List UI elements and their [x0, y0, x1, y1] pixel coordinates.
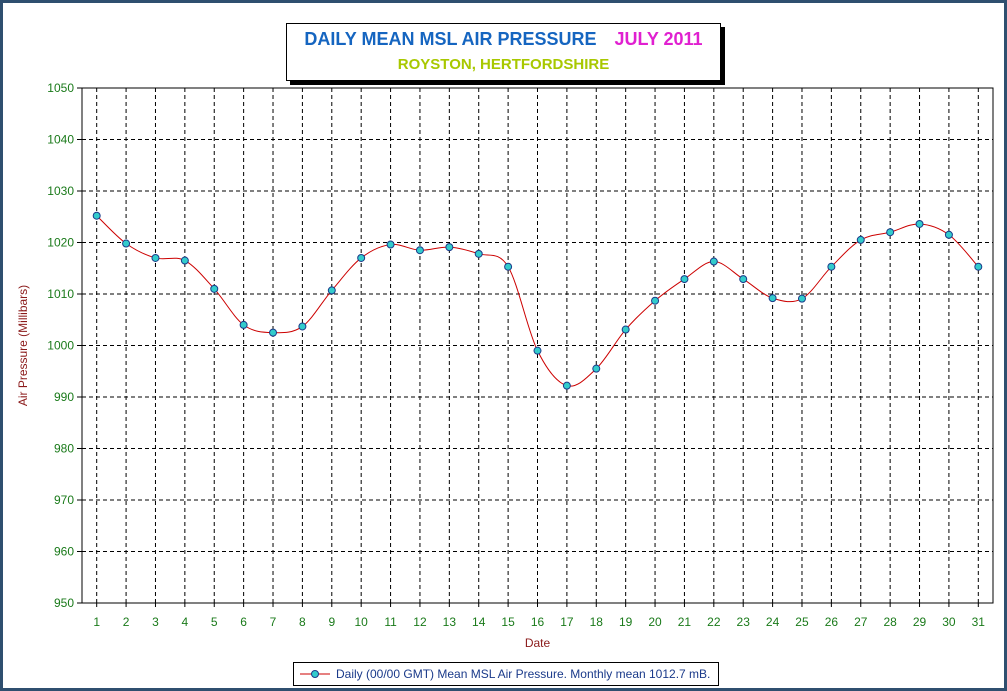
x-tick-label: 2	[123, 615, 130, 629]
x-tick-label: 9	[328, 615, 335, 629]
data-point	[797, 294, 806, 303]
data-point	[298, 322, 307, 331]
x-tick-label: 14	[472, 615, 486, 629]
data-point	[151, 253, 160, 262]
data-point	[357, 253, 366, 262]
x-tick-label: 19	[619, 615, 633, 629]
y-tick-label: 1000	[47, 339, 74, 353]
data-point	[768, 294, 777, 303]
data-point	[856, 235, 865, 244]
y-tick-label: 970	[54, 493, 74, 507]
x-tick-label: 12	[413, 615, 427, 629]
x-tick-label: 25	[795, 615, 809, 629]
data-point	[269, 328, 278, 337]
chart-subtitle: ROYSTON, HERTFORDSHIRE	[397, 56, 610, 73]
x-tick-label: 27	[854, 615, 868, 629]
x-tick-label: 11	[384, 615, 397, 629]
data-point	[239, 320, 248, 329]
x-tick-label: 7	[270, 615, 277, 629]
y-tick-label: 950	[54, 596, 74, 610]
chart-title-box: DAILY MEAN MSL AIR PRESSURE JULY 2011 ROY…	[286, 23, 721, 81]
data-point	[680, 275, 689, 284]
y-tick-label: 980	[54, 442, 74, 456]
x-tick-label: 4	[182, 615, 189, 629]
x-tick-label: 17	[560, 615, 574, 629]
y-tick-label: 1020	[47, 236, 74, 250]
data-point	[974, 262, 983, 271]
data-point	[327, 286, 336, 295]
x-tick-label: 3	[152, 615, 159, 629]
plot-border	[81, 87, 994, 604]
data-point	[180, 256, 189, 265]
y-tick-label: 1030	[47, 184, 74, 198]
x-tick-label: 29	[913, 615, 927, 629]
x-tick-label: 13	[443, 615, 457, 629]
x-tick-label: 24	[766, 615, 780, 629]
x-tick-label: 15	[501, 615, 515, 629]
x-tick-label: 16	[531, 615, 545, 629]
data-point	[504, 262, 513, 271]
data-point	[592, 364, 601, 373]
data-point	[827, 262, 836, 271]
data-point	[533, 346, 542, 355]
data-point	[944, 230, 953, 239]
y-tick-label: 960	[54, 545, 74, 559]
x-tick-label: 20	[648, 615, 662, 629]
x-tick-label: 26	[825, 615, 839, 629]
data-point	[562, 381, 571, 390]
x-axis-title: Date	[525, 636, 551, 650]
chart-plot: 950960970980990100010101020103010401050 …	[16, 81, 994, 650]
x-tick-label: 30	[942, 615, 956, 629]
data-point	[386, 240, 395, 249]
data-point	[415, 246, 424, 255]
data-point	[739, 275, 748, 284]
x-tick-label: 5	[211, 615, 218, 629]
data-point	[210, 284, 219, 293]
y-tick-label: 990	[54, 390, 74, 404]
legend-swatch	[300, 670, 330, 678]
y-axis-title: Air Pressure (Millibars)	[16, 285, 30, 406]
y-tick-label: 1010	[47, 287, 74, 301]
x-tick-label: 31	[972, 615, 986, 629]
data-point	[651, 296, 660, 305]
data-point	[886, 228, 895, 237]
chart-legend: Daily (00/00 GMT) Mean MSL Air Pressure.…	[293, 662, 720, 686]
data-point	[474, 249, 483, 258]
x-tick-label: 10	[354, 615, 368, 629]
x-tick-label: 22	[707, 615, 721, 629]
data-point	[709, 257, 718, 266]
data-point	[621, 325, 630, 334]
data-point	[915, 219, 924, 228]
x-tick-label: 18	[590, 615, 604, 629]
chart-title-month: JULY 2011	[614, 29, 703, 49]
x-tick-label: 23	[737, 615, 751, 629]
y-tick-label: 1040	[47, 133, 74, 147]
data-point	[445, 243, 454, 252]
x-tick-label: 28	[883, 615, 897, 629]
x-tick-label: 8	[299, 615, 306, 629]
x-tick-label: 21	[678, 615, 692, 629]
x-tick-label: 1	[93, 615, 100, 629]
data-point	[122, 239, 131, 248]
chart-title: DAILY MEAN MSL AIR PRESSURE	[304, 29, 597, 49]
legend-label: Daily (00/00 GMT) Mean MSL Air Pressure.…	[336, 667, 711, 681]
x-tick-label: 6	[240, 615, 247, 629]
data-point	[92, 211, 101, 220]
y-tick-label: 1050	[47, 81, 74, 95]
